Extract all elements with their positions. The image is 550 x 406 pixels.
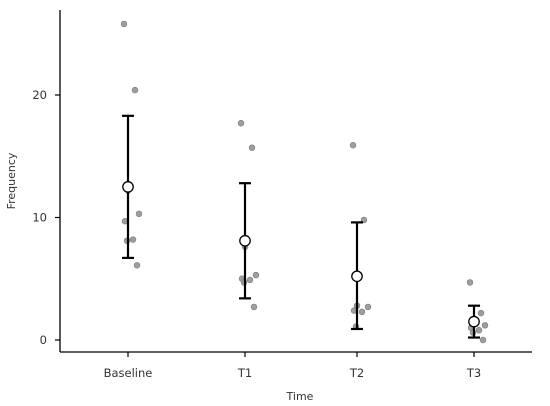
- raw-data-point: [133, 262, 141, 269]
- y-tick-label: 0: [40, 333, 47, 347]
- raw-data-point: [135, 210, 143, 218]
- axes: [59, 10, 532, 353]
- x-tick-label: T3: [466, 366, 481, 380]
- mean-point: [122, 181, 134, 193]
- x-tick-label: T2: [349, 366, 364, 380]
- raw-data-point: [120, 20, 128, 28]
- raw-data-point: [250, 303, 258, 311]
- y-tick-label: 20: [32, 88, 47, 102]
- raw-data-point: [479, 336, 487, 344]
- x-tick-label: Baseline: [104, 366, 153, 380]
- x-axis-label: Time: [286, 390, 314, 403]
- mean-point: [239, 234, 251, 247]
- raw-data-point: [129, 236, 137, 243]
- raw-data-point: [466, 279, 474, 286]
- mean-point: [468, 315, 480, 328]
- mean-point: [351, 270, 363, 283]
- raw-data-point: [237, 119, 245, 127]
- raw-data-point: [475, 327, 483, 334]
- error-bars-layer: [122, 114, 480, 339]
- x-ticks: Baseline T1 T2 T3: [104, 352, 481, 380]
- raw-data-point: [246, 276, 254, 284]
- y-ticks: 0 10 20: [32, 88, 60, 347]
- raw-data-point: [252, 271, 260, 279]
- raw-points-layer: [120, 20, 489, 344]
- mean-points-layer: [122, 181, 480, 328]
- raw-data-point: [349, 142, 357, 149]
- raw-data-point: [131, 86, 139, 94]
- y-axis-label: Frequency: [5, 152, 18, 209]
- raw-data-point: [358, 308, 366, 316]
- raw-data-point: [248, 144, 256, 151]
- x-tick-label: T1: [237, 366, 252, 380]
- raw-data-point: [481, 322, 489, 329]
- raw-data-point: [477, 309, 485, 317]
- raw-data-point: [364, 303, 372, 311]
- y-tick-label: 10: [32, 211, 47, 225]
